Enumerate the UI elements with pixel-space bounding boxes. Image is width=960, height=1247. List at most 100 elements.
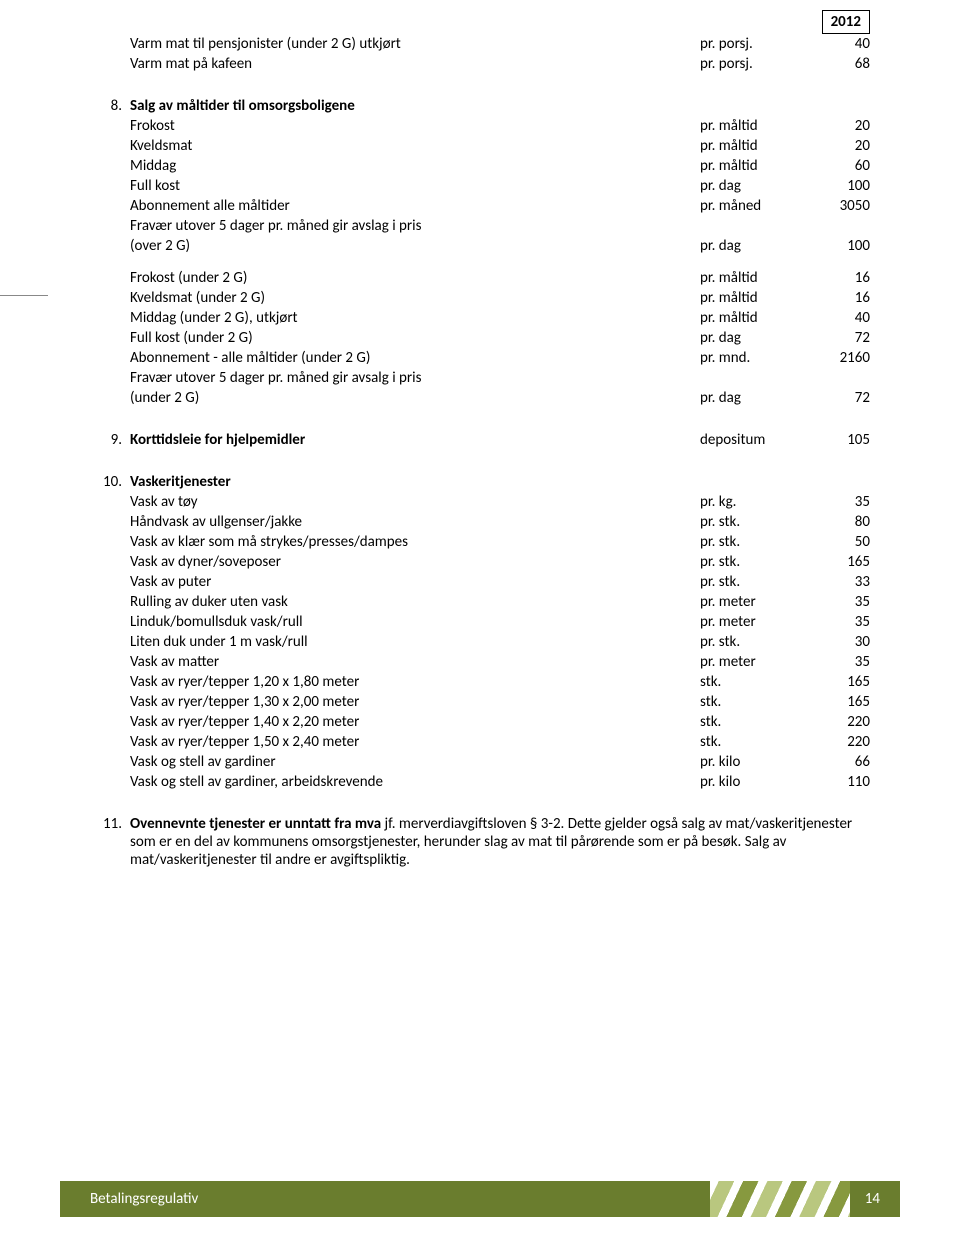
row-value: 20 [810, 136, 870, 156]
row-unit: pr. måltid [700, 308, 810, 328]
row-desc: Liten duk under 1 m vask/rull [130, 632, 700, 652]
row-unit: stk. [700, 732, 810, 752]
row-desc: (under 2 G) [130, 388, 700, 408]
row-desc: Vask av ryer/tepper 1,50 x 2,40 meter [130, 732, 700, 752]
row-value: 110 [810, 772, 870, 792]
row-unit: pr. kg. [700, 492, 810, 512]
row-unit: pr. meter [700, 612, 810, 632]
row-desc: Vask av ryer/tepper 1,30 x 2,00 meter [130, 692, 700, 712]
row-value: 35 [810, 592, 870, 612]
table-row: Abonnement - alle måltider (under 2 G)pr… [90, 348, 870, 368]
section-11-text: Ovennevnte tjenester er unntatt fra mva … [130, 814, 870, 870]
row-value: 220 [810, 732, 870, 752]
row-desc: Frokost [130, 116, 700, 136]
table-row: Vask av matterpr. meter35 [90, 652, 870, 672]
row-desc: Fravær utover 5 dager pr. måned gir avsl… [130, 216, 700, 236]
table-row: Rulling av duker uten vaskpr. meter35 [90, 592, 870, 612]
table-row: Frokostpr. måltid20 [90, 116, 870, 136]
row-desc: Middag (under 2 G), utkjørt [130, 308, 700, 328]
table-row: Vask av ryer/tepper 1,40 x 2,20 meterstk… [90, 712, 870, 732]
row-unit: pr. kilo [700, 772, 810, 792]
row-value: 80 [810, 512, 870, 532]
row-desc: Fravær utover 5 dager pr. måned gir avsa… [130, 368, 700, 388]
row-unit: pr. stk. [700, 532, 810, 552]
table-row: Fravær utover 5 dager pr. måned gir avsa… [90, 368, 870, 388]
row-unit: pr. mnd. [700, 348, 810, 368]
row-desc: Vask og stell av gardiner, arbeidskreven… [130, 772, 700, 792]
row-desc: Vask av matter [130, 652, 700, 672]
row-unit: pr. meter [700, 652, 810, 672]
left-margin-divider [0, 295, 48, 296]
row-unit: pr. porsj. [700, 34, 810, 54]
row-value: 2160 [810, 348, 870, 368]
row-unit: pr. måltid [700, 136, 810, 156]
row-unit: stk. [700, 712, 810, 732]
table-row: Kveldsmat (under 2 G)pr. måltid16 [90, 288, 870, 308]
row-desc: Varm mat på kafeen [130, 54, 700, 74]
table-row: Vask av tøypr. kg.35 [90, 492, 870, 512]
row-value: 3050 [810, 196, 870, 216]
footer-title: Betalingsregulativ [90, 1190, 198, 1208]
row-value: 100 [810, 176, 870, 196]
table-row: Vask av ryer/tepper 1,20 x 1,80 meterstk… [90, 672, 870, 692]
table-row: (under 2 G)pr. dag72 [90, 388, 870, 408]
document-page: 2012 Varm mat til pensjonister (under 2 … [0, 0, 960, 970]
row-value: 40 [810, 308, 870, 328]
row-unit: pr. kilo [700, 752, 810, 772]
table-row: Liten duk under 1 m vask/rullpr. stk.30 [90, 632, 870, 652]
row-desc: Linduk/bomullsduk vask/rull [130, 612, 700, 632]
section-11-bold: Ovennevnte tjenester er unntatt fra mva [130, 815, 381, 833]
year-header: 2012 [90, 10, 870, 34]
table-row: Kveldsmatpr. måltid20 [90, 136, 870, 156]
table-row: (over 2 G)pr. dag100 [90, 236, 870, 256]
row-desc: Håndvask av ullgenser/jakke [130, 512, 700, 532]
section-9-title: Korttidsleie for hjelpemidler [130, 430, 700, 450]
row-value: 50 [810, 532, 870, 552]
row-value: 72 [810, 328, 870, 348]
row-desc: Varm mat til pensjonister (under 2 G) ut… [130, 34, 700, 54]
row-value: 100 [810, 236, 870, 256]
table-row: Varm mat på kafeenpr. porsj.68 [90, 54, 870, 74]
table-row: Vask av ryer/tepper 1,50 x 2,40 meterstk… [90, 732, 870, 752]
row-unit: pr. porsj. [700, 54, 810, 74]
table-row: Håndvask av ullgenser/jakkepr. stk.80 [90, 512, 870, 532]
row-value [810, 216, 870, 236]
table-row: Vask og stell av gardinerpr. kilo66 [90, 752, 870, 772]
section-11-num: 11. [90, 814, 130, 870]
row-unit: pr. måltid [700, 116, 810, 136]
row-desc: Abonnement - alle måltider (under 2 G) [130, 348, 700, 368]
table-row: Full kost (under 2 G)pr. dag72 [90, 328, 870, 348]
row-unit: pr. stk. [700, 552, 810, 572]
row-desc: Kveldsmat (under 2 G) [130, 288, 700, 308]
row-value: 30 [810, 632, 870, 652]
row-unit: pr. dag [700, 388, 810, 408]
row-value: 35 [810, 612, 870, 632]
row-desc: Kveldsmat [130, 136, 700, 156]
section-10-num: 10. [90, 472, 130, 492]
row-unit: pr. dag [700, 176, 810, 196]
table-row: Abonnement alle måltiderpr. måned3050 [90, 196, 870, 216]
row-value: 35 [810, 652, 870, 672]
table-row: Frokost (under 2 G)pr. måltid16 [90, 268, 870, 288]
row-value [810, 368, 870, 388]
row-desc: Vask av ryer/tepper 1,40 x 2,20 meter [130, 712, 700, 732]
section-9-num: 9. [90, 430, 130, 450]
table-row: Linduk/bomullsduk vask/rullpr. meter35 [90, 612, 870, 632]
row-unit: pr. måned [700, 196, 810, 216]
section-8-title: Salg av måltider til omsorgsboligene [130, 96, 700, 116]
row-desc: (over 2 G) [130, 236, 700, 256]
section-10-title: Vaskeritjenester [130, 472, 700, 492]
row-unit: stk. [700, 692, 810, 712]
row-value: 33 [810, 572, 870, 592]
row-unit [700, 368, 810, 388]
row-value: 35 [810, 492, 870, 512]
year-value: 2012 [822, 10, 870, 34]
table-row: Vask og stell av gardiner, arbeidskreven… [90, 772, 870, 792]
table-row: Vask av ryer/tepper 1,30 x 2,00 meterstk… [90, 692, 870, 712]
page-footer: Betalingsregulativ 14 [60, 1181, 900, 1217]
row-desc: Rulling av duker uten vask [130, 592, 700, 612]
row-value: 66 [810, 752, 870, 772]
row-value: 16 [810, 288, 870, 308]
row-desc: Full kost [130, 176, 700, 196]
row-value: 20 [810, 116, 870, 136]
